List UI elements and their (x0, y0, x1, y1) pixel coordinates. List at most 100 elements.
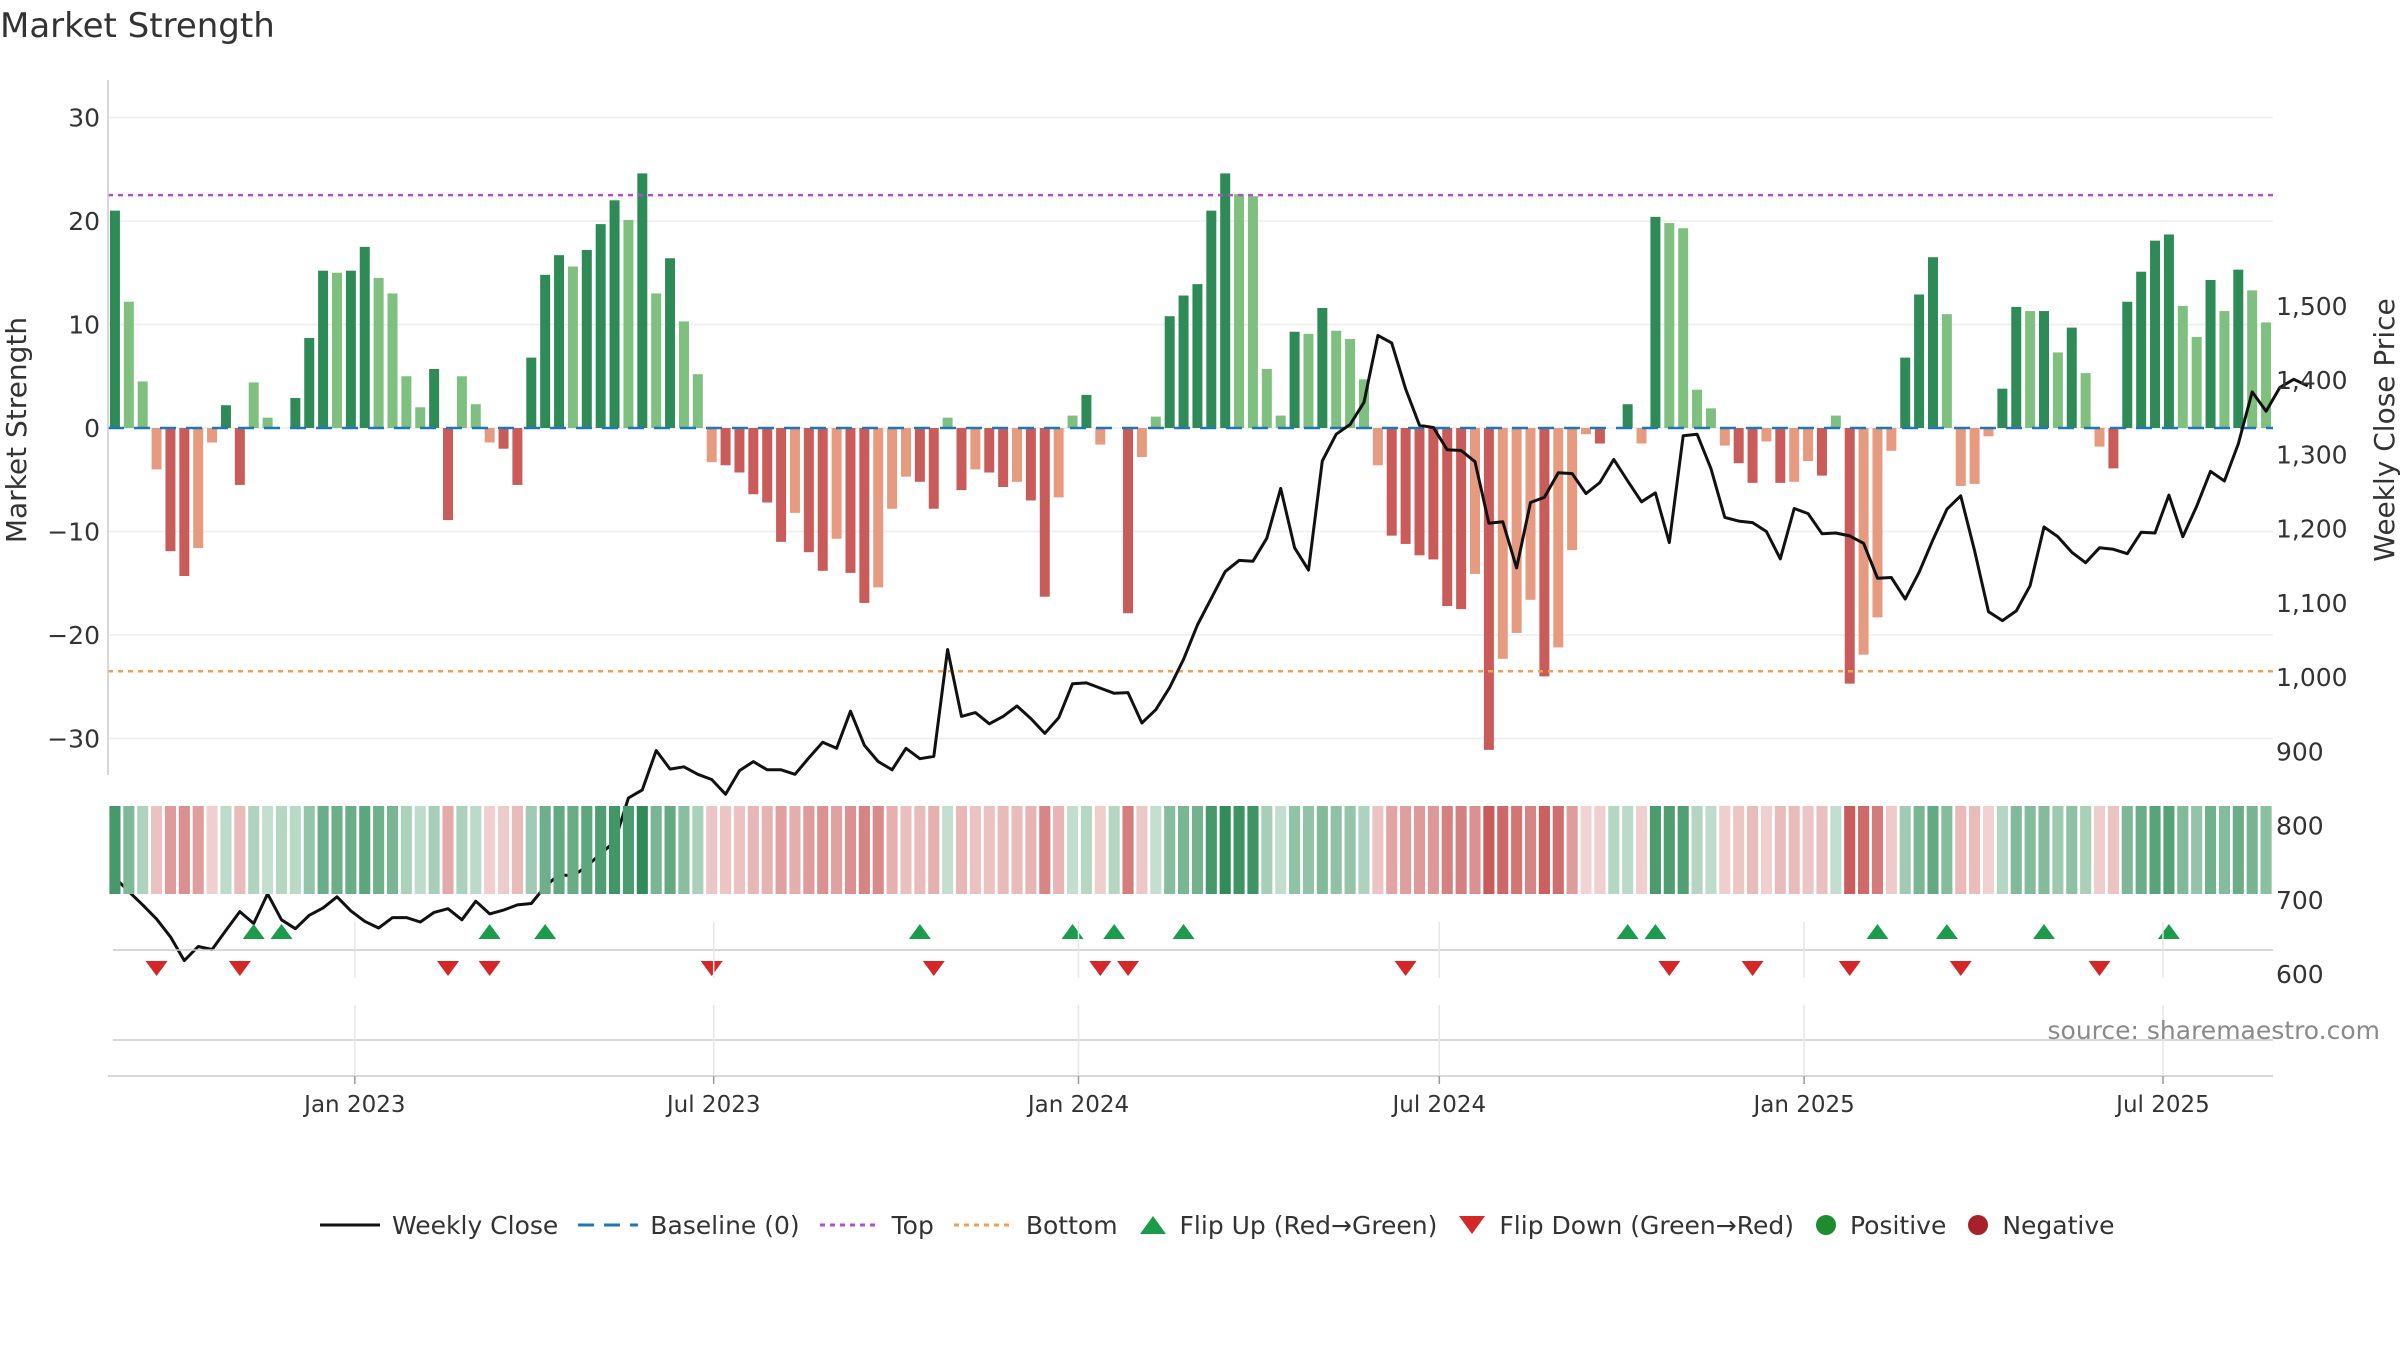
strength-bar (1692, 389, 1703, 428)
strength-bar (1900, 357, 1911, 428)
heat-cell (151, 806, 163, 894)
strength-bar (1497, 428, 1508, 659)
y2-tick-label: 1,300 (2276, 440, 2348, 469)
heat-cell (1927, 806, 1939, 894)
strength-bar (429, 369, 440, 428)
strength-bar (706, 428, 717, 463)
heat-cell (2093, 806, 2106, 894)
legend-flip-up[interactable]: Flip Up (Red→Green) (1138, 1211, 1437, 1240)
strength-bar (1331, 330, 1342, 428)
strength-bar (1192, 284, 1203, 428)
strength-bar (137, 381, 148, 428)
strength-bar (567, 266, 578, 428)
heat-cell (2107, 806, 2119, 894)
heat-cell (1802, 806, 1814, 894)
heat-cell (1275, 806, 1287, 894)
heat-cell (789, 806, 801, 894)
heat-cell (1705, 806, 1717, 894)
heat-cell (997, 806, 1009, 894)
strength-bar (2191, 336, 2202, 428)
strength-bar (248, 382, 259, 428)
heat-cell (733, 806, 746, 894)
strength-bar (2205, 279, 2216, 428)
heat-cell (1441, 806, 1453, 894)
strength-bar (1761, 428, 1772, 442)
strength-bar (456, 376, 467, 428)
strength-bar (1289, 331, 1300, 428)
strength-bar (2108, 428, 2119, 469)
heat-cell (248, 806, 260, 894)
weekly-close-line (113, 333, 2309, 963)
strength-bar (970, 428, 981, 470)
legend-label: Negative (2002, 1210, 2115, 1240)
heat-cell (803, 806, 815, 894)
heat-cell (1413, 806, 1426, 894)
strength-bar (1927, 257, 1938, 428)
strength-bar (609, 200, 620, 428)
heat-cell (1580, 806, 1592, 894)
heat-cell (1760, 806, 1772, 894)
heat-cell (1261, 806, 1273, 894)
strength-bar (1345, 338, 1356, 428)
legend-negative[interactable]: Negative (1966, 1210, 2115, 1240)
strength-bar (1511, 428, 1522, 633)
y-tick-label: −20 (47, 621, 100, 650)
strength-bar (1941, 314, 1952, 428)
y2-axis-label: Weekly Close Price (2368, 298, 2400, 561)
heat-cell (2177, 806, 2189, 894)
heat-cell (1691, 806, 1703, 894)
grid-lines (108, 116, 2273, 740)
strength-bar (1747, 428, 1758, 483)
line-swatch-icon (320, 1223, 380, 1227)
y2-tick-label: 1,500 (2276, 292, 2348, 321)
strength-bar (2025, 311, 2036, 428)
flip-down-marker (1838, 961, 1861, 976)
legend-weekly-close[interactable]: Weekly Close (320, 1211, 558, 1240)
strength-bar (415, 407, 426, 428)
y2-tick-label: 1,100 (2276, 589, 2348, 618)
strength-bar (262, 417, 273, 428)
heat-cell (1844, 806, 1856, 894)
strength-bar (1386, 428, 1397, 536)
flip-up-marker (534, 924, 557, 939)
strength-bar (2163, 234, 2174, 428)
heat-cell (1594, 806, 1606, 894)
heat-cell (844, 806, 857, 894)
heat-cell (2135, 806, 2147, 894)
strength-bar (1136, 428, 1147, 457)
legend-bottom[interactable]: Bottom (953, 1211, 1118, 1240)
legend-positive[interactable]: Positive (1814, 1211, 1946, 1240)
heat-cell (331, 806, 343, 894)
strength-bar (762, 428, 773, 503)
legend-flip-down[interactable]: Flip Down (Green→Red) (1457, 1211, 1794, 1240)
strength-bar (2233, 269, 2244, 428)
y-tick-label: 10 (68, 311, 100, 340)
strength-bar (1053, 428, 1064, 498)
flip-down-marker (1117, 961, 1140, 976)
strength-bar (595, 224, 606, 428)
strength-bar (817, 428, 828, 571)
strength-bar (1705, 408, 1716, 428)
heat-cell (1066, 806, 1079, 894)
strength-bar (1830, 415, 1841, 428)
strength-bar (2011, 306, 2022, 428)
heat-cell (137, 806, 149, 894)
legend-top[interactable]: Top (819, 1211, 934, 1240)
dashed-line-swatch-icon (578, 1223, 639, 1227)
strength-bar (1206, 210, 1217, 428)
strength-bar (1803, 428, 1814, 462)
heat-cell (1566, 806, 1578, 894)
legend-baseline[interactable]: Baseline (0) (578, 1211, 800, 1240)
heat-cell (1150, 806, 1162, 894)
heat-cell (1427, 806, 1439, 894)
flip-up-marker (1644, 924, 1667, 939)
heat-cell (1511, 806, 1523, 894)
strength-bar (1997, 388, 2008, 428)
strength-bar (1456, 428, 1467, 610)
heat-cell (1719, 806, 1731, 894)
heat-cell (484, 806, 496, 894)
strength-bar (331, 272, 342, 428)
triangle-up-icon (1139, 1216, 1166, 1234)
strength-bar (1372, 428, 1383, 466)
heat-cell (1386, 806, 1398, 894)
